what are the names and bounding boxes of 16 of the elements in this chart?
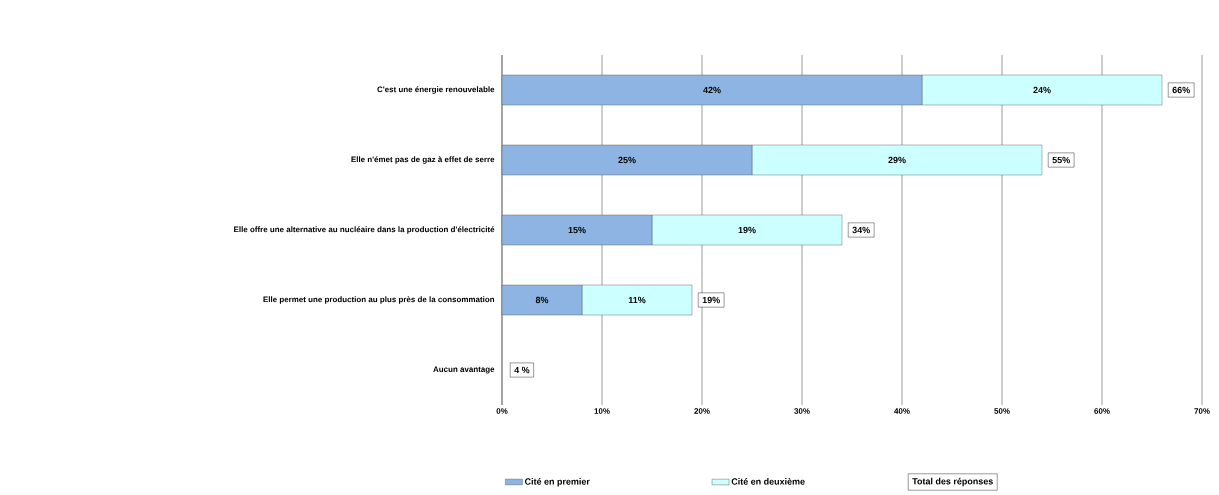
legend-label: Cité en deuxième [731,478,805,485]
total-label: 34% [852,226,870,234]
data-label: 11% [628,296,646,304]
total-label: 66% [1172,86,1190,94]
data-label: 25% [618,156,636,164]
legend-label: Cité en premier [524,478,590,487]
data-label: 19% [738,226,756,234]
data-label: 24% [1033,86,1051,94]
total-label: 55% [1052,156,1070,164]
data-label: 42% [703,86,721,94]
total-label: 19% [702,296,720,304]
data-label: 29% [888,156,906,164]
text: Total des réponses [912,477,993,487]
data-label: 8% [535,296,549,304]
data-label: 15% [568,226,586,234]
annotation: 4 % [514,366,530,374]
